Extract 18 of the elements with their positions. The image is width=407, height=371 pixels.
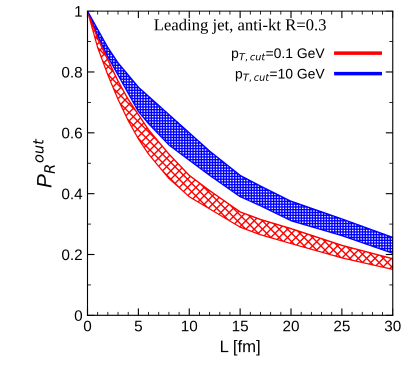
annotation: Leading jet, anti-kt R=0.3 [154,18,326,34]
y-tick-label: 0 [74,310,82,322]
y-tick-label: 0.8 [62,66,82,78]
x-tick-label: 25 [334,320,350,332]
y-tick-label: 0.2 [62,249,82,260]
y-axis-title: P$_{R}$$^{out}$ [33,138,55,188]
x-tick-label: 0 [84,320,92,332]
x-tick-label: 10 [182,320,198,332]
y-tick-label: 1 [75,6,82,17]
x-tick-label: 30 [384,320,401,332]
x-tick-label: 20 [283,320,299,332]
x-axis-title: L [fm] [220,340,260,356]
legend-label: p$_{T,cut}$=0.1 GeV [232,48,325,62]
y-tick-label: 0.4 [62,188,82,200]
y-tick-label: 0.6 [62,128,82,139]
legend-label: p$_{T,cut}$=10 GeV [236,68,325,82]
x-tick-label: 15 [232,320,248,332]
x-tick-label: 5 [134,320,142,332]
